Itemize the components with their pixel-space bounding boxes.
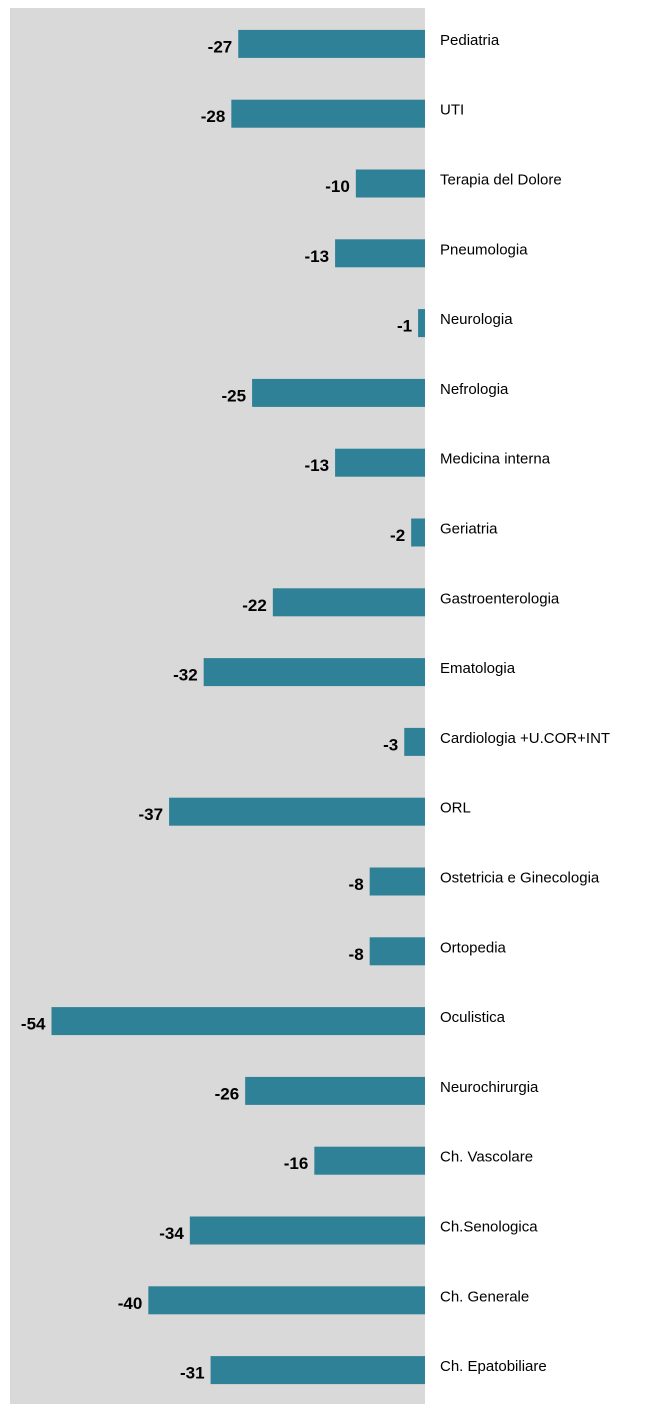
value-label: -22: [242, 596, 267, 615]
category-label: Ch.Senologica: [440, 1218, 538, 1235]
category-label: Gastroenterologia: [440, 590, 560, 607]
bar: [355, 169, 425, 198]
bar: [245, 1076, 425, 1105]
category-label: Nefrologia: [440, 381, 509, 398]
value-label: -3: [383, 735, 398, 754]
bar: [369, 867, 425, 896]
category-label: Ostetricia e Ginecologia: [440, 869, 600, 886]
value-label: -54: [21, 1015, 46, 1034]
value-label: -1: [397, 317, 412, 336]
value-label: -31: [180, 1364, 205, 1383]
value-label: -32: [173, 666, 198, 685]
value-label: -13: [305, 456, 330, 475]
plot-background: [10, 8, 425, 1404]
bar: [203, 658, 425, 687]
category-label: Neurologia: [440, 311, 513, 328]
bar: [169, 797, 425, 826]
value-label: -25: [222, 386, 247, 405]
value-label: -13: [305, 247, 330, 266]
category-label: Cardiologia +U.COR+INT: [440, 730, 610, 747]
bar: [411, 518, 425, 547]
value-label: -40: [118, 1294, 143, 1313]
category-label: Oculistica: [440, 1009, 506, 1026]
category-label: Medicina interna: [440, 451, 551, 468]
bar: [404, 727, 425, 756]
bar: [335, 448, 425, 477]
bar: [51, 1007, 425, 1036]
category-label: Geriatria: [440, 520, 498, 537]
value-label: -10: [325, 177, 350, 196]
bar: [272, 588, 425, 617]
bar: [231, 99, 425, 128]
bar: [252, 378, 425, 407]
value-label: -34: [159, 1224, 184, 1243]
category-label: Ch. Epatobiliare: [440, 1358, 547, 1375]
category-label: Neurochirurgia: [440, 1079, 539, 1096]
bar: [210, 1356, 425, 1385]
value-label: -37: [139, 805, 164, 824]
value-label: -8: [349, 945, 364, 964]
category-label: Ch. Vascolare: [440, 1149, 533, 1166]
category-label: Pneumologia: [440, 241, 528, 258]
value-label: -28: [201, 107, 226, 126]
bar: [189, 1216, 425, 1245]
value-label: -2: [390, 526, 405, 545]
bar: [418, 309, 425, 338]
bar: [335, 239, 425, 268]
value-label: -16: [284, 1154, 309, 1173]
category-label: Ortopedia: [440, 939, 507, 956]
value-label: -8: [349, 875, 364, 894]
category-label: Ematologia: [440, 660, 516, 677]
category-label: Pediatria: [440, 32, 500, 49]
category-label: Terapia del Dolore: [440, 171, 562, 188]
bar: [369, 937, 425, 966]
category-label: Ch. Generale: [440, 1288, 529, 1305]
bar: [238, 29, 425, 58]
value-label: -27: [208, 37, 233, 56]
bar: [148, 1286, 426, 1315]
category-label: UTI: [440, 102, 464, 119]
value-label: -26: [215, 1084, 240, 1103]
bar: [314, 1146, 425, 1175]
category-label: ORL: [440, 800, 471, 817]
